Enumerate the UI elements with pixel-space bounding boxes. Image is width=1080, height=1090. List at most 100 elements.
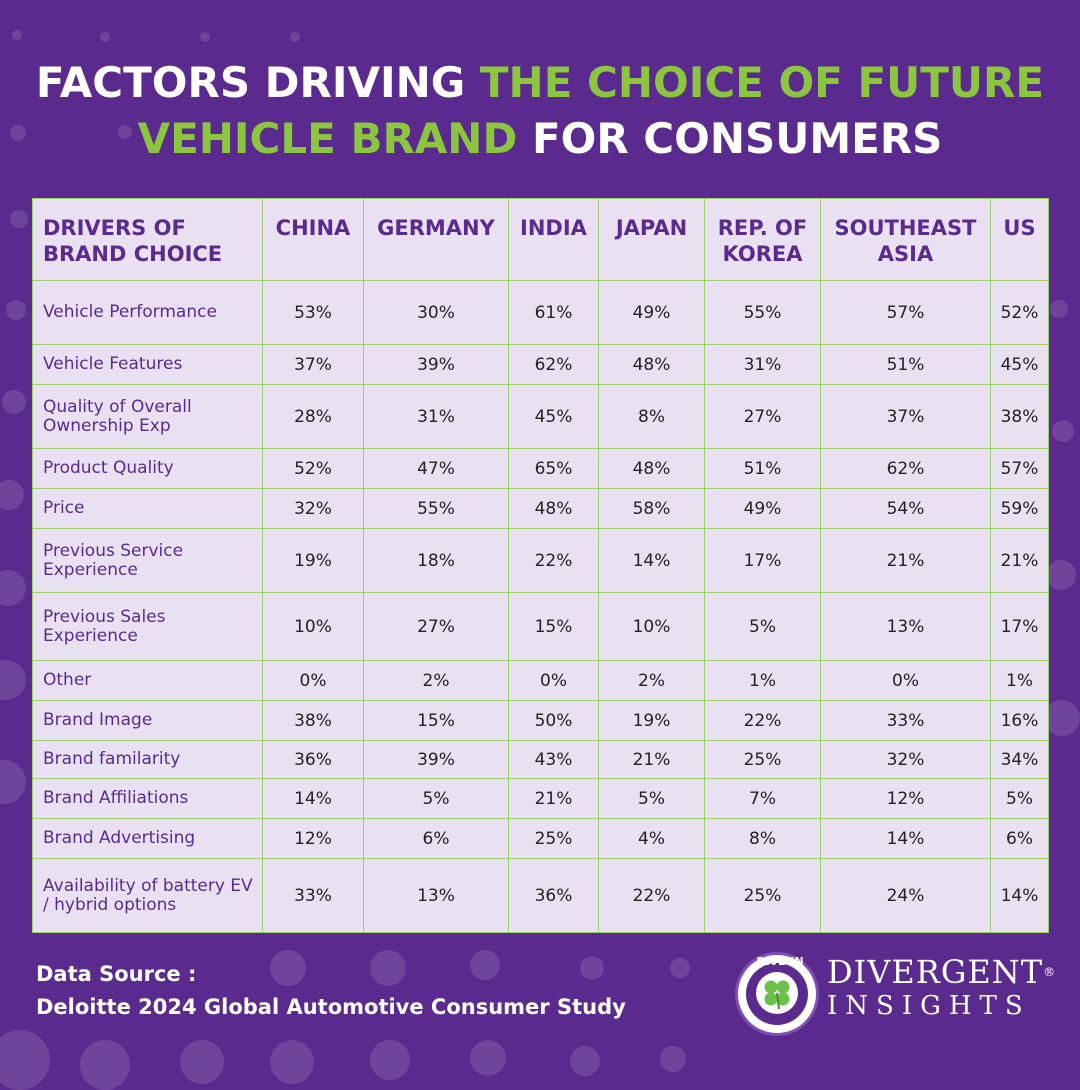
table-cell: 51%	[704, 448, 821, 489]
table-cell: 13%	[820, 592, 991, 661]
table-cell: 31%	[704, 344, 821, 385]
table-cell: 0%	[508, 660, 599, 701]
row-label: Previous Sales Experience	[32, 592, 263, 661]
table-cell: 17%	[704, 528, 821, 593]
table-row: Brand familarity 36% 39% 43% 21% 25% 32% 34%	[32, 740, 1049, 779]
table-cell: 8%	[598, 384, 705, 449]
row-label: Availability of battery EV / hybrid opti…	[32, 858, 263, 933]
column-header: JAPAN	[598, 198, 705, 281]
table-cell: 57%	[990, 448, 1049, 489]
table-cell: 37%	[820, 384, 991, 449]
data-source-text: Deloitte 2024 Global Automotive Consumer…	[36, 995, 626, 1019]
table-cell: 62%	[508, 344, 599, 385]
table-cell: 5%	[598, 778, 705, 819]
column-header: CHINA	[262, 198, 364, 281]
table-cell: 21%	[990, 528, 1049, 593]
row-label: Other	[32, 660, 263, 701]
table-cell: 6%	[990, 818, 1049, 859]
table-cell: 36%	[508, 858, 599, 933]
column-header-drivers: DRIVERS OF BRAND CHOICE	[32, 198, 263, 281]
table-cell: 5%	[990, 778, 1049, 819]
row-label: Price	[32, 488, 263, 529]
table-header-row: DRIVERS OF BRAND CHOICE CHINA GERMANY INDIA…	[32, 198, 1049, 281]
table-cell: 18%	[363, 528, 509, 593]
table-cell: 14%	[598, 528, 705, 593]
clover-icon	[756, 972, 798, 1014]
data-source-label: Data Source :	[36, 962, 197, 986]
table-cell: 14%	[990, 858, 1049, 933]
table-cell: 58%	[598, 488, 705, 529]
page-title: FACTORS DRIVING THE CHOICE OF FUTURE VEH…	[0, 55, 1080, 167]
column-header: GERMANY	[363, 198, 509, 281]
table-cell: 22%	[704, 700, 821, 741]
table-cell: 15%	[363, 700, 509, 741]
row-label: Brand familarity	[32, 740, 263, 779]
table-cell: 25%	[704, 740, 821, 779]
table-cell: 5%	[363, 778, 509, 819]
row-label: Vehicle Performance	[32, 280, 263, 345]
table-cell: 54%	[820, 488, 991, 529]
row-label: Vehicle Features	[32, 344, 263, 385]
table-cell: 2%	[598, 660, 705, 701]
brand-drivers-table: DRIVERS OF BRAND CHOICE CHINA GERMANY INDIA…	[32, 198, 1049, 933]
table-cell: 12%	[262, 818, 364, 859]
row-label: Brand Image	[32, 700, 263, 741]
table-cell: 25%	[508, 818, 599, 859]
table-cell: 62%	[820, 448, 991, 489]
logo-wordmark: DIVERGENT® INSIGHTS	[827, 953, 1057, 1021]
table-cell: 32%	[262, 488, 364, 529]
table-row: Vehicle Performance 53% 30% 61% 49% 55% 57% 52%	[32, 280, 1049, 345]
table-cell: 0%	[262, 660, 364, 701]
table-cell: 10%	[262, 592, 364, 661]
table-cell: 10%	[598, 592, 705, 661]
table-cell: 43%	[508, 740, 599, 779]
table-cell: 65%	[508, 448, 599, 489]
table-cell: 48%	[508, 488, 599, 529]
table-cell: 39%	[363, 740, 509, 779]
table-cell: 27%	[704, 384, 821, 449]
table-cell: 30%	[363, 280, 509, 345]
table-cell: 50%	[508, 700, 599, 741]
title-line-1: FACTORS DRIVING THE CHOICE OF FUTURE	[35, 58, 1045, 107]
column-header: INDIA	[508, 198, 599, 281]
table-cell: 34%	[990, 740, 1049, 779]
row-label: Previous Service Experience	[32, 528, 263, 593]
table-cell: 8%	[704, 818, 821, 859]
table-cell: 33%	[262, 858, 364, 933]
table-cell: 16%	[990, 700, 1049, 741]
table-cell: 55%	[704, 280, 821, 345]
table-cell: 36%	[262, 740, 364, 779]
table-cell: 12%	[820, 778, 991, 819]
table-cell: 0%	[820, 660, 991, 701]
column-header: US	[990, 198, 1049, 281]
column-header: REP. OF KOREA	[704, 198, 821, 281]
title-line-2: VEHICLE BRAND FOR CONSUMERS	[137, 114, 943, 163]
row-label: Brand Advertising	[32, 818, 263, 859]
table-cell: 32%	[820, 740, 991, 779]
table-cell: 4%	[598, 818, 705, 859]
table-cell: 27%	[363, 592, 509, 661]
table-cell: 45%	[990, 344, 1049, 385]
column-header: SOUTHEAST ASIA	[820, 198, 991, 281]
table-cell: 15%	[508, 592, 599, 661]
table-row: Other 0% 2% 0% 2% 1% 0% 1%	[32, 660, 1049, 701]
table-cell: 1%	[990, 660, 1049, 701]
table-cell: 21%	[820, 528, 991, 593]
table-row: Brand Image 38% 15% 50% 19% 22% 33% 16%	[32, 700, 1049, 741]
table-cell: 21%	[508, 778, 599, 819]
table-cell: 48%	[598, 344, 705, 385]
table-cell: 59%	[990, 488, 1049, 529]
table-cell: 7%	[704, 778, 821, 819]
table-cell: 33%	[820, 700, 991, 741]
data-source: Data Source : Deloitte 2024 Global Autom…	[36, 958, 626, 1024]
table-cell: 5%	[704, 592, 821, 661]
table-cell: 13%	[363, 858, 509, 933]
table-cell: 53%	[262, 280, 364, 345]
table-row: Previous Service Experience 19% 18% 22% 14% 1…	[32, 528, 1049, 593]
table-cell: 51%	[820, 344, 991, 385]
table-cell: 24%	[820, 858, 991, 933]
table-cell: 57%	[820, 280, 991, 345]
table-cell: 52%	[990, 280, 1049, 345]
table-row: Vehicle Features 37% 39% 62% 48% 31% 51% 45%	[32, 344, 1049, 385]
table-cell: 37%	[262, 344, 364, 385]
